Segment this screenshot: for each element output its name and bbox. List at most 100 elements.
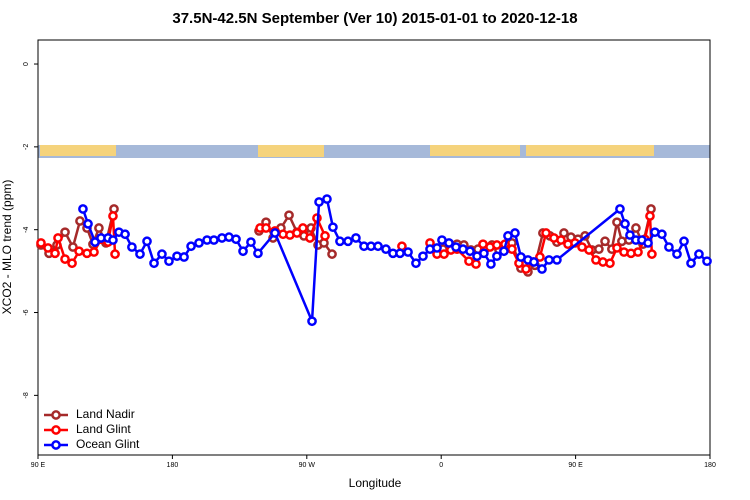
point xyxy=(521,264,531,274)
point xyxy=(142,236,152,247)
point xyxy=(605,258,615,269)
point xyxy=(529,257,539,267)
point xyxy=(270,228,280,238)
point xyxy=(552,255,562,265)
x-tick-label: 90 E xyxy=(31,462,46,469)
point xyxy=(556,235,566,245)
point xyxy=(444,238,454,248)
point xyxy=(510,228,520,238)
point xyxy=(261,223,271,233)
point xyxy=(298,223,308,233)
point xyxy=(246,237,256,247)
point xyxy=(418,251,428,262)
point xyxy=(499,246,509,257)
point xyxy=(631,223,641,233)
point xyxy=(465,246,475,257)
point xyxy=(53,233,63,243)
point xyxy=(238,246,248,257)
map-strip xyxy=(38,145,710,158)
y-tick-label: 0 xyxy=(23,62,30,66)
y-tick-label: -4 xyxy=(23,226,30,232)
point xyxy=(209,235,219,245)
legend-marker xyxy=(51,410,61,420)
point xyxy=(612,217,622,228)
point xyxy=(292,228,302,238)
point xyxy=(702,256,712,267)
point xyxy=(541,228,551,238)
point xyxy=(492,240,502,250)
legend-label: Land Glint xyxy=(76,422,131,436)
point xyxy=(127,242,137,252)
point xyxy=(544,255,554,265)
point xyxy=(78,204,88,214)
point xyxy=(94,223,104,233)
point xyxy=(305,233,315,243)
chart-title: 37.5N-42.5N September (Ver 10) 2015-01-0… xyxy=(172,10,577,27)
point xyxy=(307,316,317,327)
point xyxy=(327,249,337,259)
point xyxy=(694,249,704,259)
point xyxy=(120,229,130,240)
point xyxy=(403,247,413,257)
point xyxy=(110,249,120,259)
point xyxy=(535,252,545,262)
point xyxy=(135,249,145,259)
point xyxy=(314,197,324,207)
point xyxy=(164,256,174,267)
point xyxy=(253,248,263,259)
point xyxy=(320,231,330,241)
point xyxy=(50,248,60,259)
point xyxy=(75,216,85,226)
point xyxy=(686,258,696,269)
point xyxy=(284,210,294,221)
point xyxy=(328,222,338,233)
point xyxy=(594,244,604,255)
point xyxy=(507,244,517,255)
legend-label: Ocean Glint xyxy=(76,437,140,451)
point xyxy=(60,227,70,238)
y-axis-label: XCO2 - MLO trend (ppm) xyxy=(0,180,14,315)
x-tick-label: 180 xyxy=(704,462,716,469)
point xyxy=(439,249,449,259)
point xyxy=(657,229,667,240)
y-tick-label: -8 xyxy=(23,392,30,398)
point xyxy=(108,235,118,245)
point xyxy=(612,243,622,253)
point xyxy=(89,247,99,257)
point xyxy=(231,234,241,245)
point xyxy=(335,236,345,247)
point xyxy=(60,254,70,264)
legend-label: Land Nadir xyxy=(76,407,135,421)
point xyxy=(645,211,655,221)
point xyxy=(351,233,361,243)
point xyxy=(615,204,625,214)
point xyxy=(157,249,167,259)
legend-marker xyxy=(51,440,61,450)
point xyxy=(74,246,84,257)
point xyxy=(108,211,118,221)
point xyxy=(647,249,657,259)
point xyxy=(149,258,159,269)
point xyxy=(373,241,383,252)
point xyxy=(179,252,189,262)
x-axis-label: Longitude xyxy=(349,476,402,490)
point xyxy=(600,236,610,247)
point xyxy=(381,244,391,255)
x-tick-label: 180 xyxy=(167,462,179,469)
point xyxy=(411,258,421,269)
point xyxy=(620,219,630,229)
point xyxy=(43,243,53,253)
point xyxy=(643,238,653,248)
point xyxy=(395,248,405,259)
point xyxy=(479,248,489,259)
point xyxy=(322,194,332,204)
legend-marker xyxy=(51,425,61,435)
point xyxy=(83,219,93,229)
point xyxy=(486,259,496,269)
point xyxy=(679,236,689,247)
point xyxy=(67,258,77,269)
y-tick-label: -6 xyxy=(23,309,30,315)
x-tick-label: 90 E xyxy=(568,462,583,469)
point xyxy=(471,259,481,269)
